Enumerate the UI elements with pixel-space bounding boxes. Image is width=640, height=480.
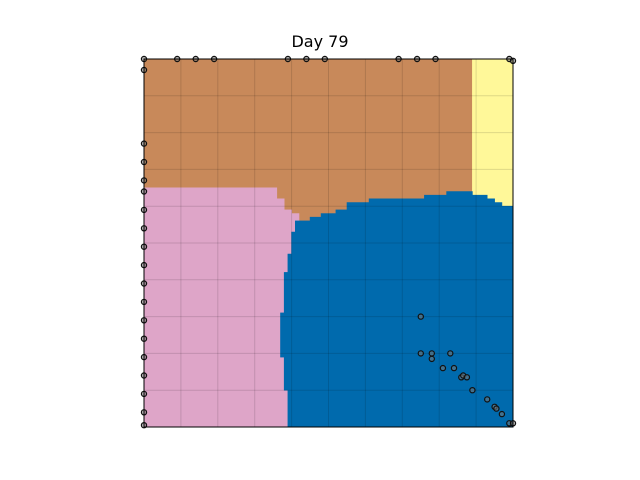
data-point [428, 355, 435, 363]
data-point [439, 364, 447, 372]
data-point [417, 350, 424, 357]
region-pink [144, 187, 300, 427]
data-point [484, 396, 491, 403]
data-point [417, 313, 424, 320]
data-point [450, 364, 458, 372]
data-point [428, 350, 435, 357]
data-point [469, 387, 476, 394]
data-point [463, 374, 471, 381]
chart-title: Day 79 [291, 32, 349, 51]
data-point [498, 410, 506, 418]
grid-layer [144, 59, 513, 427]
region-blue [280, 191, 513, 427]
data-point [493, 405, 500, 412]
plot-frame [143, 58, 514, 428]
data-point [447, 350, 454, 357]
